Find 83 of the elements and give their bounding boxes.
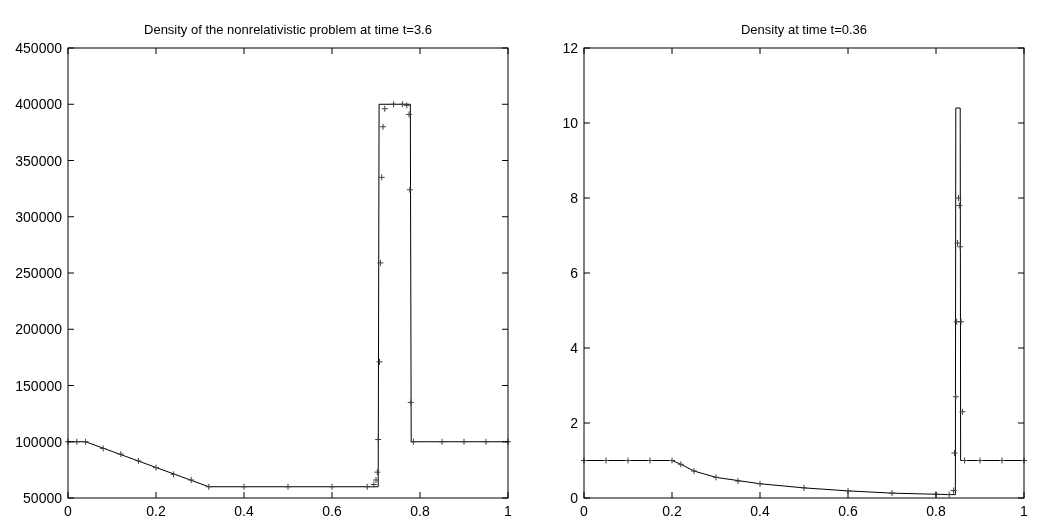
point: [152, 464, 160, 472]
point: [676, 460, 684, 468]
y-tick-label: 350000: [15, 152, 63, 169]
x-tick-label: 1: [504, 503, 513, 519]
point: [170, 470, 178, 478]
y-tick-label: 450000: [15, 40, 63, 56]
point: [240, 483, 248, 491]
point: [958, 408, 966, 416]
y-tick-label: 6: [569, 265, 578, 281]
point: [800, 484, 807, 492]
point: [73, 438, 81, 446]
y-tick-label: 200000: [15, 321, 63, 338]
point: [955, 202, 963, 209]
point: [951, 393, 959, 401]
point: [407, 398, 415, 406]
point: [712, 473, 719, 481]
point: [953, 239, 961, 247]
point: [438, 438, 446, 446]
x-tick-label: 0.4: [749, 503, 770, 519]
point: [734, 477, 741, 485]
y-tick-label: 300000: [15, 208, 63, 225]
point: [668, 457, 675, 464]
point: [328, 483, 336, 491]
x-tick-label: 0.2: [661, 503, 682, 519]
x-tick-label: 0: [579, 503, 588, 519]
point: [205, 483, 213, 491]
point: [284, 483, 292, 491]
point: [373, 468, 381, 476]
x-tick-label: 0.6: [322, 503, 342, 519]
point: [960, 457, 968, 464]
y-tick-label: 10: [561, 115, 578, 131]
point: [976, 457, 983, 464]
point: [949, 487, 957, 494]
point: [405, 110, 413, 118]
x-tick-label: 0.6: [837, 503, 858, 519]
y-tick-label: 4: [569, 340, 578, 356]
y-tick-label: 250000: [15, 265, 63, 281]
x-tick-label: 0: [64, 503, 73, 519]
point: [82, 438, 90, 446]
point: [376, 358, 384, 366]
point: [406, 186, 414, 194]
point: [379, 123, 387, 131]
point: [99, 445, 107, 452]
y-tick-label: 400000: [15, 96, 63, 113]
point: [888, 489, 895, 497]
point: [187, 476, 195, 484]
point: [390, 100, 398, 108]
x-tick-label: 1: [1019, 503, 1028, 519]
x-tick-label: 0.8: [410, 503, 430, 519]
y-tick-label: 0: [569, 490, 578, 506]
x-tick-label: 0.2: [146, 503, 166, 519]
y-tick-label: 100000: [15, 433, 63, 450]
point: [957, 318, 965, 326]
point: [756, 480, 763, 488]
point: [482, 438, 490, 446]
y-tick-label: 2: [569, 415, 578, 431]
point: [602, 457, 609, 464]
y-tick-label: 12: [561, 40, 578, 56]
point: [956, 243, 964, 251]
point: [690, 467, 697, 475]
point: [376, 259, 384, 267]
point: [646, 457, 653, 464]
x-tick-label: 0.8: [925, 503, 946, 519]
point: [624, 457, 631, 464]
point: [378, 173, 386, 181]
y-tick-label: 8: [569, 190, 578, 206]
point: [460, 438, 468, 446]
point: [374, 436, 382, 443]
point: [134, 457, 142, 465]
point: [370, 481, 378, 488]
chart-title: Density of the nonrelativistic problem at time t=3.6: [144, 22, 432, 37]
point: [363, 483, 371, 491]
chart-title: Density at time t=0.36: [740, 22, 867, 37]
y-tick-label: 150000: [15, 377, 63, 394]
point: [998, 457, 1005, 464]
y-tick-label: 50000: [23, 490, 63, 506]
point: [409, 438, 417, 446]
point: [117, 450, 125, 458]
point: [844, 487, 851, 495]
point: [372, 476, 380, 484]
x-tick-label: 0.4: [234, 503, 254, 519]
point: [381, 105, 389, 113]
point: [950, 449, 958, 457]
